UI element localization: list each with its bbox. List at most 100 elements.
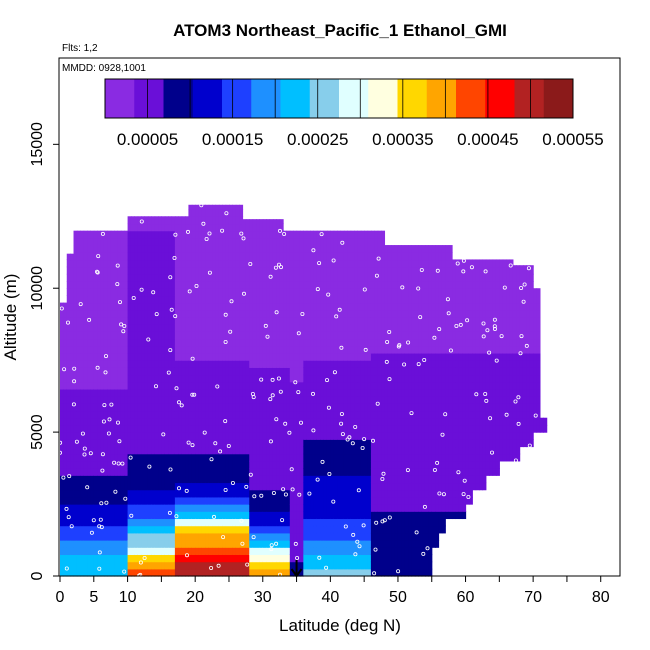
- heatmap-cell: [154, 237, 159, 246]
- heatmap-cell: [185, 453, 190, 462]
- heatmap-cell: [93, 317, 98, 325]
- heatmap-cell: [370, 489, 375, 498]
- heatmap-cell: [178, 259, 183, 268]
- heatmap-cell: [347, 554, 352, 563]
- heatmap-cell: [161, 496, 166, 505]
- heatmap-cell: [357, 518, 362, 527]
- heatmap-cell: [276, 281, 281, 289]
- heatmap-cell: [272, 352, 277, 361]
- heatmap-cell: [198, 504, 203, 512]
- heatmap-cell: [188, 453, 193, 462]
- heatmap-cell: [242, 302, 247, 311]
- heatmap-cell: [340, 338, 345, 347]
- heatmap-cell: [256, 460, 260, 469]
- heatmap-cell: [228, 230, 233, 239]
- heatmap-cell: [272, 489, 277, 498]
- heatmap-cell: [283, 568, 288, 577]
- heatmap-cell: [134, 309, 139, 318]
- heatmap-cell: [191, 360, 196, 368]
- heatmap-cell: [87, 554, 92, 563]
- heatmap-cell: [225, 374, 230, 383]
- heatmap-cell: [364, 374, 369, 383]
- heatmap-cell: [141, 532, 146, 541]
- heatmap-cell: [245, 374, 250, 383]
- heatmap-cell: [235, 554, 240, 563]
- heatmap-cell: [168, 482, 173, 491]
- heatmap-cell: [293, 245, 298, 253]
- heatmap-cell: [208, 367, 213, 376]
- heatmap-cell: [235, 432, 240, 440]
- heatmap-cell: [212, 547, 217, 556]
- heatmap-cell: [73, 482, 78, 491]
- heatmap-cell: [124, 302, 129, 311]
- heatmap-cell: [174, 309, 179, 318]
- heatmap-cell: [259, 230, 264, 239]
- heatmap-cell: [137, 374, 142, 383]
- heatmap-cell: [151, 453, 156, 462]
- heatmap-cell: [360, 439, 365, 448]
- heatmap-cell: [306, 417, 311, 426]
- heatmap-cell: [276, 525, 281, 534]
- heatmap-cell: [337, 288, 342, 297]
- heatmap-cell: [134, 230, 139, 239]
- heatmap-cell: [299, 547, 304, 556]
- heatmap-cell: [289, 439, 294, 448]
- heatmap-cell: [303, 396, 308, 404]
- heatmap-cell: [370, 230, 375, 239]
- heatmap-cell: [80, 475, 85, 484]
- heatmap-cell: [354, 381, 358, 390]
- heatmap-cell: [303, 381, 308, 390]
- heatmap-cell: [198, 331, 203, 340]
- heatmap-cell: [343, 317, 348, 325]
- heatmap-cell: [103, 396, 108, 404]
- heatmap-cell: [195, 561, 200, 570]
- heatmap-cell: [205, 561, 210, 570]
- heatmap-cell: [218, 324, 223, 332]
- heatmap-cell: [245, 367, 250, 376]
- heatmap-cell: [147, 417, 152, 426]
- heatmap-cell: [320, 388, 325, 397]
- heatmap-cell: [360, 475, 365, 484]
- heatmap-cell: [360, 317, 365, 325]
- heatmap-cell: [70, 324, 75, 332]
- heatmap-cell: [215, 540, 220, 548]
- heatmap-cell: [73, 547, 78, 556]
- heatmap-cell: [178, 410, 183, 419]
- heatmap-cell: [384, 561, 389, 570]
- heatmap-cell: [374, 518, 379, 527]
- heatmap-cell: [181, 360, 186, 368]
- heatmap-cell: [357, 281, 362, 289]
- heatmap-cell: [289, 468, 294, 476]
- heatmap-cell: [354, 525, 358, 534]
- heatmap-cell: [286, 453, 291, 462]
- heatmap-cell: [316, 230, 321, 239]
- heatmap-cell: [323, 381, 328, 390]
- heatmap-cell: [269, 525, 274, 534]
- heatmap-cell: [347, 424, 352, 433]
- heatmap-cell: [310, 482, 315, 491]
- heatmap-cell: [158, 417, 162, 426]
- heatmap-cell: [225, 453, 230, 462]
- heatmap-cell: [171, 302, 176, 311]
- heatmap-cell: [66, 396, 71, 404]
- heatmap-cell: [310, 554, 315, 563]
- heatmap-cell: [134, 496, 139, 505]
- heatmap-cell: [198, 209, 203, 217]
- heatmap-cell: [293, 504, 298, 512]
- heatmap-cell: [141, 223, 146, 232]
- heatmap-cell: [313, 331, 318, 340]
- heatmap-cell: [337, 381, 342, 390]
- heatmap-cell: [350, 432, 355, 440]
- heatmap-cell: [401, 252, 406, 261]
- heatmap-cell: [276, 237, 281, 246]
- heatmap-cell: [174, 237, 179, 246]
- heatmap-cell: [320, 345, 325, 354]
- heatmap-cell: [370, 453, 375, 462]
- heatmap-cell: [100, 367, 105, 376]
- heatmap-cell: [151, 259, 156, 268]
- heatmap-cell: [100, 540, 105, 548]
- heatmap-cell: [242, 403, 247, 412]
- heatmap-cell: [310, 417, 315, 426]
- heatmap-cell: [174, 410, 179, 419]
- heatmap-cell: [360, 352, 365, 361]
